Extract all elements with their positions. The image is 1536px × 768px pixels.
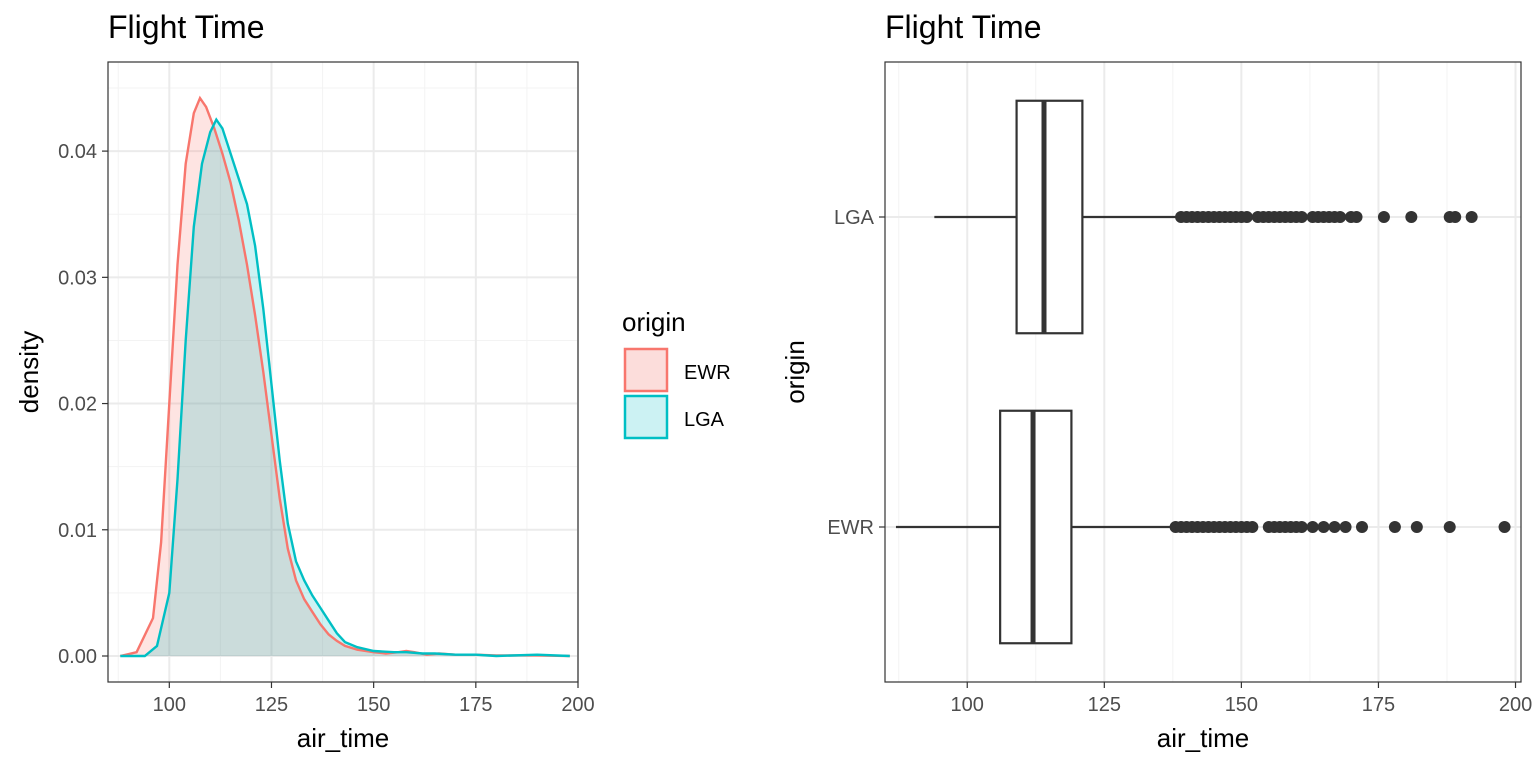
density-x-ticks: 100 125 150 175 200 — [153, 682, 595, 716]
outlier-point — [1498, 521, 1511, 533]
box-y-label: origin — [780, 340, 810, 404]
legend: origin EWR LGA — [622, 307, 731, 440]
boxes — [895, 99, 1511, 645]
density-panel-border — [107, 61, 579, 683]
legend-label-ewr: EWR — [684, 362, 731, 384]
density-y-ticks: 0.00 0.01 0.02 0.03 0.04 — [58, 141, 108, 668]
density-x-tick-label: 175 — [459, 694, 492, 716]
outlier-point — [1295, 211, 1308, 223]
density-y-tick-label: 0.03 — [58, 267, 97, 289]
box-plot: Flight Time 100 125 150 175 200 LGA EWR air_t… — [780, 9, 1532, 753]
outlier-point — [1317, 521, 1330, 533]
legend-key-lga — [623, 394, 669, 440]
density-x-tick-label: 200 — [561, 694, 594, 716]
box-y-ticks: LGA EWR — [827, 207, 885, 539]
outlier-point — [1295, 521, 1308, 533]
outlier-point — [1328, 521, 1341, 533]
outlier-point — [1465, 211, 1478, 223]
density-x-label: air_time — [297, 723, 389, 753]
density-y-tick-label: 0.01 — [58, 520, 97, 542]
outlier-point — [1240, 211, 1253, 223]
outlier-point — [1410, 521, 1423, 533]
outlier-point — [1449, 211, 1462, 223]
density-area-lga — [120, 119, 570, 657]
box-y-tick-label: LGA — [834, 207, 875, 229]
box-iqr — [999, 409, 1073, 645]
box-iqr — [1015, 99, 1084, 335]
outlier-point — [1377, 211, 1390, 223]
density-y-tick-label: 0.04 — [58, 141, 97, 163]
outlier-point — [1246, 521, 1259, 533]
box-x-tick-label: 100 — [951, 694, 984, 716]
box-x-tick-label: 125 — [1088, 694, 1121, 716]
density-x-tick-label: 100 — [153, 694, 186, 716]
outlier-point — [1388, 521, 1401, 533]
box-x-ticks: 100 125 150 175 200 — [951, 682, 1532, 716]
density-x-tick-label: 125 — [255, 694, 288, 716]
outlier-point — [1405, 211, 1418, 223]
box-x-tick-label: 150 — [1225, 694, 1258, 716]
density-area-ewr — [120, 98, 570, 657]
density-plot: Flight Time 100 125 150 175 200 0.00 0.01 0.02… — [14, 9, 731, 753]
density-y-tick-label: 0.02 — [58, 394, 97, 416]
box-x-tick-label: 200 — [1499, 694, 1532, 716]
density-y-tick-label: 0.00 — [58, 646, 97, 668]
outlier-point — [1443, 521, 1456, 533]
box-y-tick-label: EWR — [827, 517, 874, 539]
box-x-label: air_time — [1157, 723, 1249, 753]
outlier-point — [1356, 521, 1368, 533]
density-x-tick-label: 150 — [357, 694, 390, 716]
box-lga — [934, 99, 1478, 335]
legend-key-ewr — [623, 347, 669, 393]
box-x-tick-label: 175 — [1362, 694, 1395, 716]
legend-title: origin — [622, 307, 686, 337]
outlier-point — [1306, 521, 1319, 533]
outlier-point — [1339, 521, 1352, 533]
box-title: Flight Time — [885, 9, 1041, 45]
density-y-label: density — [14, 331, 44, 413]
density-lines — [120, 95, 570, 658]
outlier-point — [1334, 211, 1347, 223]
legend-label-lga: LGA — [684, 409, 725, 431]
box-panel-border — [884, 61, 1522, 683]
outlier-point — [1350, 211, 1363, 223]
density-areas — [120, 98, 570, 657]
density-line-lga — [120, 117, 570, 658]
box-ewr — [895, 409, 1511, 645]
density-title: Flight Time — [108, 9, 264, 45]
box-panel-bg — [885, 62, 1521, 682]
